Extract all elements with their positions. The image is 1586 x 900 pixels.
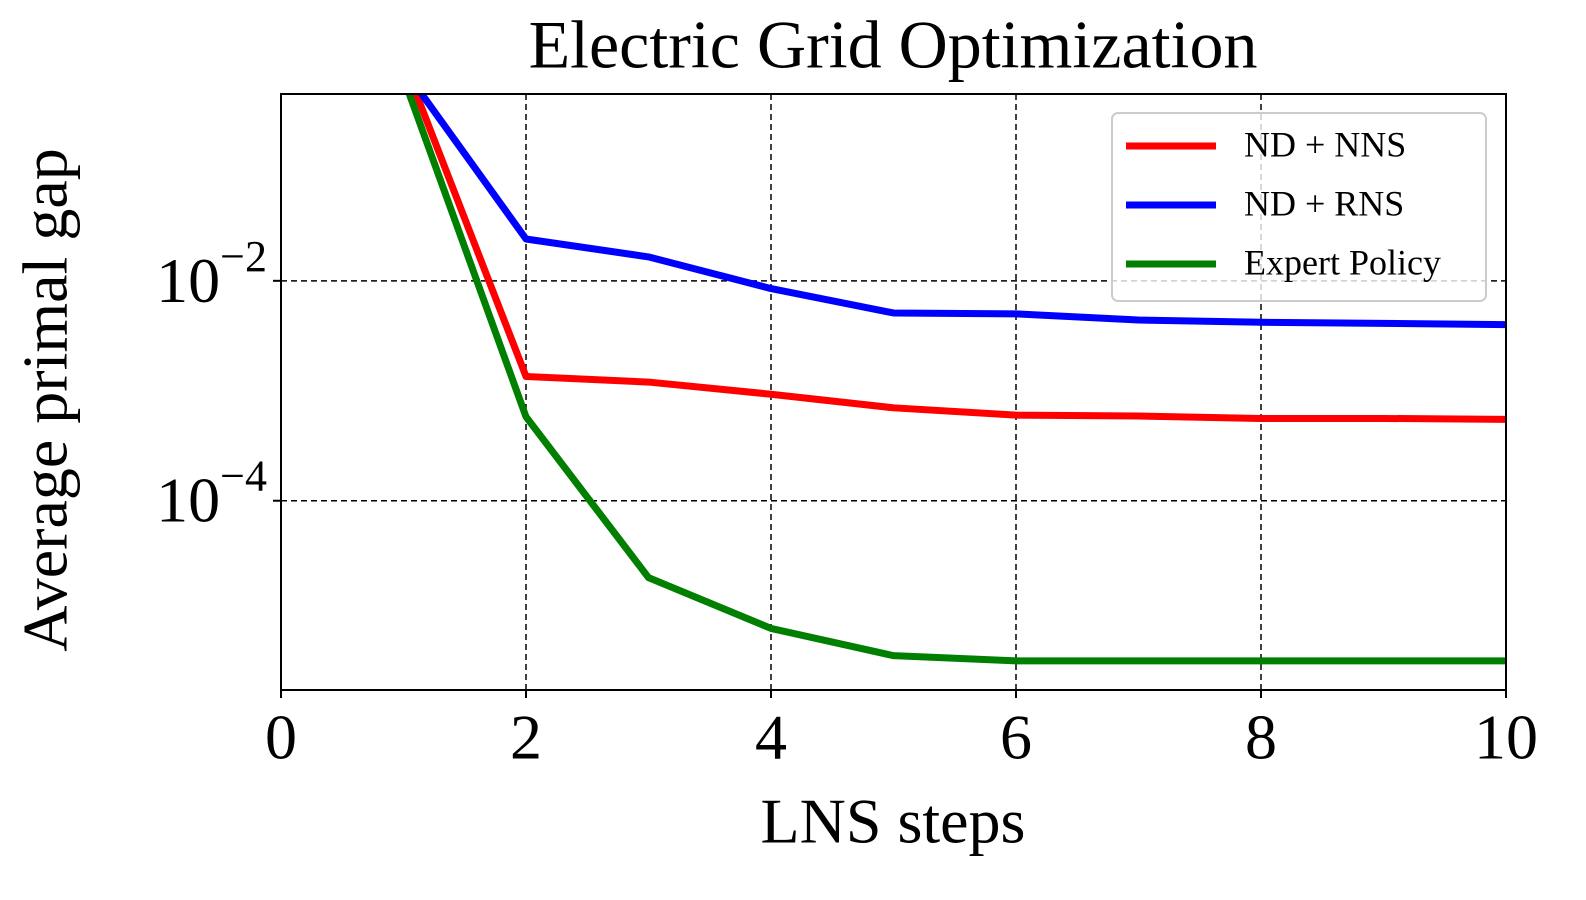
- y-tick-label: 10−2: [156, 232, 267, 316]
- legend-box: [1111, 112, 1487, 302]
- data-line: [412, 94, 1506, 423]
- y-tick-label: 10−4: [156, 452, 267, 536]
- x-tick-label: 4: [755, 702, 787, 773]
- chart-title: Electric Grid Optimization: [529, 7, 1258, 83]
- plot-area: [405, 94, 1506, 665]
- x-tick-label: 6: [1000, 702, 1032, 773]
- legend-label: Expert Policy: [1244, 242, 1441, 282]
- x-tick-label: 8: [1245, 702, 1277, 773]
- x-tick-label: 10: [1474, 702, 1538, 773]
- plot-frame: [280, 93, 1507, 691]
- x-tick-label: 0: [265, 702, 297, 773]
- y-axis-label: Average primal gap: [10, 148, 81, 651]
- data-line: [405, 94, 1506, 665]
- x-axis-label: LNS steps: [761, 786, 1026, 857]
- legend-label: ND + RNS: [1244, 183, 1404, 223]
- legend-label: ND + NNS: [1244, 124, 1406, 164]
- x-tick-label: 2: [510, 702, 542, 773]
- data-line: [417, 94, 1506, 329]
